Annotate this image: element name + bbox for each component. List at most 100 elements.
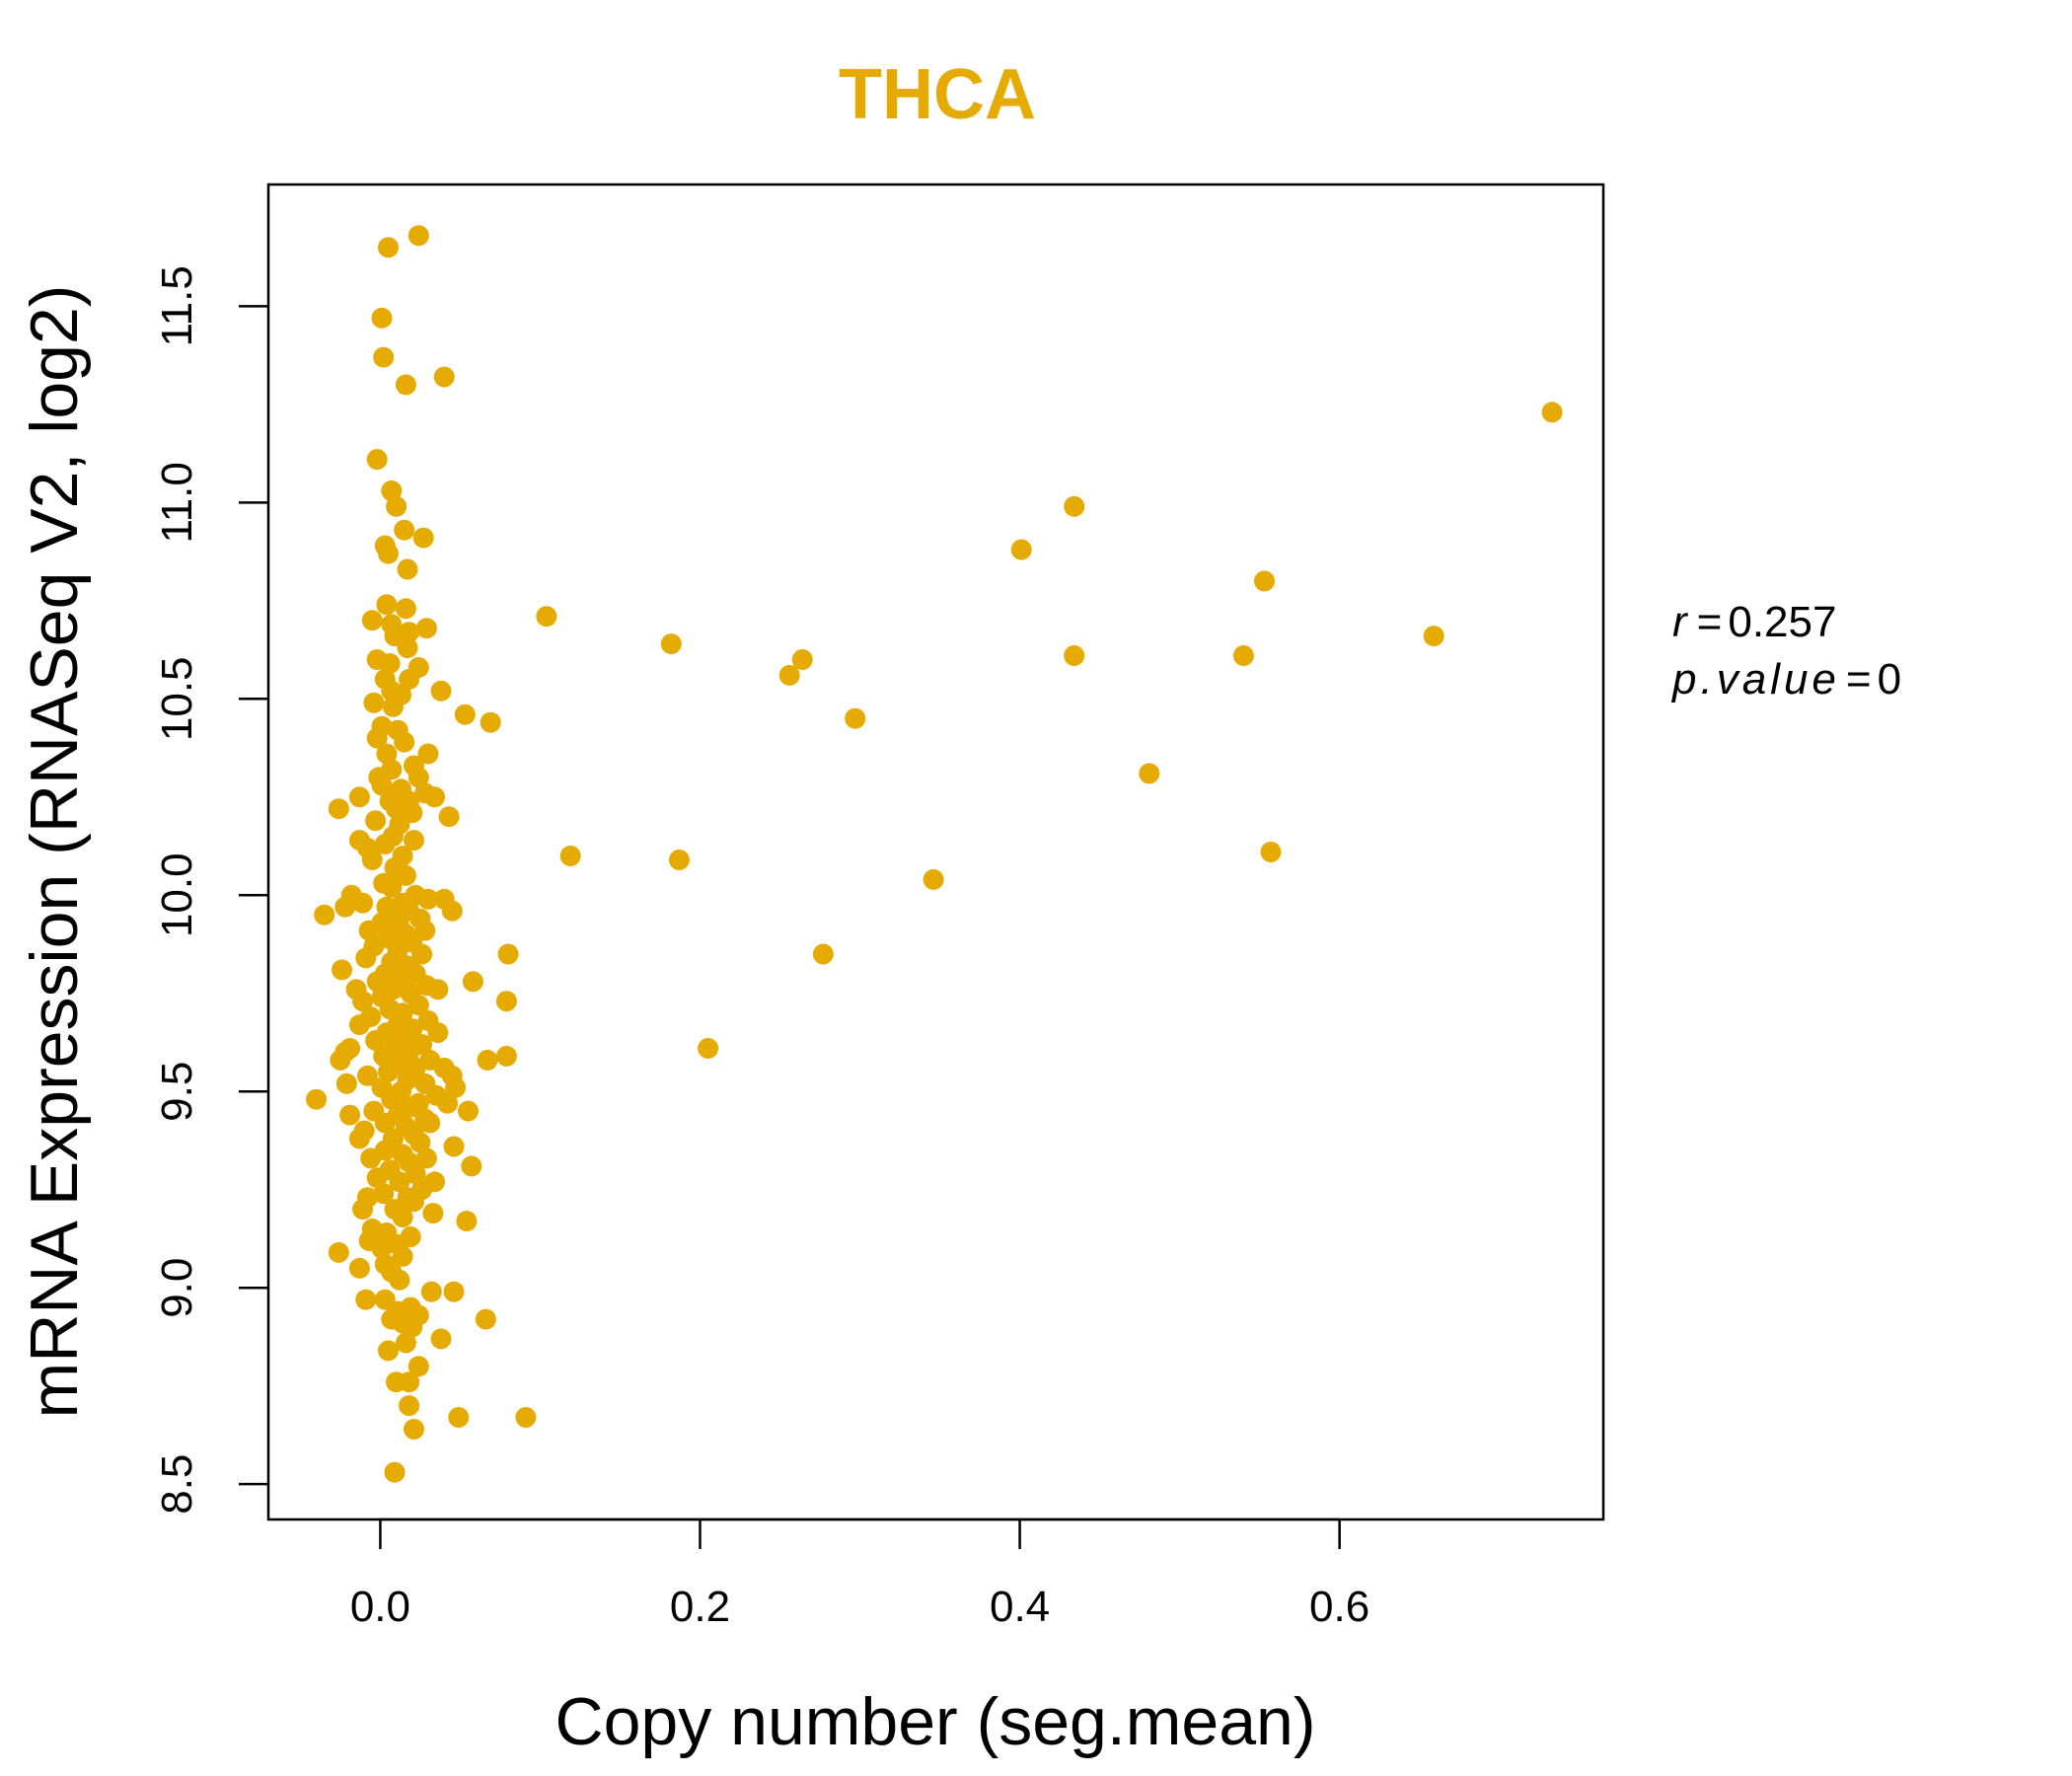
- data-point-181: [422, 1203, 444, 1224]
- data-point-160: [348, 1128, 370, 1149]
- data-point-30: [363, 692, 385, 713]
- data-point-226: [812, 943, 834, 965]
- data-point-12: [378, 543, 399, 564]
- data-point-63: [361, 850, 383, 870]
- data-point-90: [411, 943, 433, 965]
- data-point-145: [306, 1088, 328, 1110]
- data-point-54: [438, 806, 460, 828]
- data-point-32: [454, 703, 476, 725]
- data-point-78: [314, 904, 335, 925]
- data-point-10: [412, 527, 434, 549]
- data-point-220: [778, 664, 800, 686]
- data-point-67: [381, 876, 403, 898]
- data-point-228: [1010, 539, 1032, 560]
- data-point-210: [407, 1356, 429, 1377]
- data-point-215: [448, 1407, 470, 1428]
- data-point-170: [405, 1163, 426, 1185]
- data-point-91: [497, 943, 519, 965]
- data-point-0: [378, 237, 399, 259]
- data-point-99: [366, 971, 388, 993]
- data-point-13: [397, 558, 418, 580]
- data-point-235: [1423, 626, 1444, 647]
- correlation-stats: r = 0.257 p.value = 0: [1670, 598, 1901, 703]
- data-point-77: [441, 900, 463, 922]
- plot-area-frame: [266, 183, 1605, 1521]
- data-point-209: [378, 1340, 399, 1362]
- data-point-58: [404, 830, 424, 851]
- data-point-39: [376, 743, 398, 765]
- data-point-206: [402, 1316, 423, 1338]
- p-stat-label: p.value: [1670, 655, 1840, 703]
- data-point-161: [409, 1132, 431, 1153]
- data-point-179: [352, 1199, 374, 1221]
- data-point-95: [332, 959, 352, 981]
- data-point-183: [456, 1211, 478, 1232]
- data-point-225: [923, 868, 944, 890]
- data-point-51: [328, 798, 349, 820]
- data-point-182: [392, 1207, 413, 1228]
- data-point-136: [357, 1065, 378, 1086]
- data-point-198: [355, 1289, 377, 1310]
- data-point-213: [399, 1395, 420, 1417]
- data-point-229: [1064, 495, 1085, 517]
- y-tick-label-2: 9.5: [153, 1062, 201, 1122]
- data-point-217: [384, 1461, 406, 1483]
- data-point-232: [1232, 645, 1254, 666]
- data-point-55: [365, 810, 387, 832]
- data-point-231: [1139, 763, 1160, 784]
- x-tick-label-2: 0.4: [990, 1583, 1050, 1631]
- data-point-212: [399, 1371, 420, 1393]
- data-point-8: [386, 495, 407, 517]
- r-stat-value: 0.257: [1728, 598, 1836, 646]
- y-tick-label-1: 9.0: [153, 1258, 201, 1318]
- data-points: [306, 225, 1563, 1483]
- data-point-48: [348, 786, 370, 808]
- data-point-70: [417, 888, 439, 910]
- data-point-147: [437, 1092, 458, 1114]
- data-point-31: [382, 696, 404, 717]
- data-point-43: [407, 767, 429, 788]
- p-stat-value: 0: [1878, 655, 1901, 703]
- data-point-168: [461, 1155, 482, 1177]
- data-point-234: [1260, 842, 1282, 862]
- data-point-195: [389, 1269, 410, 1291]
- y-tick-label-5: 11.0: [153, 462, 201, 543]
- data-point-219: [660, 633, 682, 655]
- data-point-129: [495, 1045, 517, 1067]
- data-point-203: [475, 1308, 496, 1330]
- data-point-84: [358, 920, 380, 941]
- data-point-178: [404, 1191, 424, 1213]
- data-point-149: [458, 1100, 479, 1122]
- data-point-100: [462, 971, 483, 993]
- data-point-128: [477, 1049, 498, 1071]
- data-point-118: [427, 1022, 449, 1044]
- data-point-162: [443, 1136, 465, 1157]
- data-point-65: [395, 864, 416, 886]
- data-point-233: [1254, 570, 1275, 592]
- r-stat-equals: =: [1697, 598, 1723, 646]
- x-axis-label: Copy number (seg.mean): [555, 1684, 1315, 1759]
- data-point-165: [415, 1147, 437, 1169]
- data-point-92: [355, 947, 377, 969]
- data-point-60: [374, 834, 396, 854]
- data-point-152: [339, 1104, 361, 1126]
- data-point-191: [392, 1245, 413, 1267]
- data-point-216: [515, 1407, 537, 1428]
- y-tick-label-4: 10.5: [153, 656, 201, 741]
- data-point-6: [366, 449, 388, 471]
- data-point-9: [394, 519, 415, 541]
- data-point-15: [395, 598, 416, 620]
- y-tick-label-0: 8.5: [153, 1454, 201, 1515]
- data-point-130: [330, 1049, 351, 1071]
- p-stat-equals: =: [1846, 655, 1872, 703]
- data-point-141: [445, 1076, 467, 1098]
- data-point-1: [407, 225, 429, 247]
- data-point-218: [536, 606, 557, 628]
- data-point-14: [376, 594, 398, 616]
- data-point-214: [404, 1419, 424, 1440]
- data-point-27: [430, 680, 452, 702]
- data-point-230: [1064, 645, 1085, 666]
- data-point-3: [373, 346, 395, 368]
- data-point-193: [348, 1257, 370, 1279]
